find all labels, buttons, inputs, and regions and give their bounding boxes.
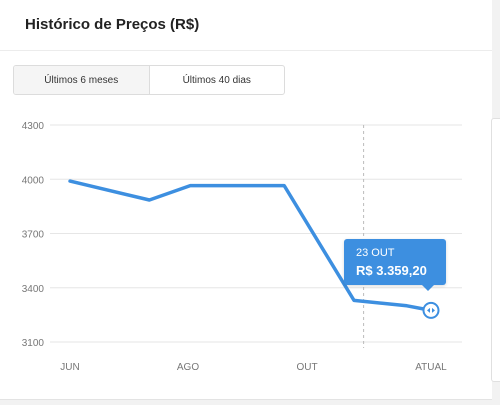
marker-arrows-icon	[427, 307, 435, 313]
tab-last-40-days[interactable]: Últimos 40 dias	[148, 66, 285, 94]
x-tick-label: JUN	[60, 362, 79, 373]
x-tick-label: OUT	[296, 362, 317, 373]
price-history-card: Histórico de Preços (R$) Últimos 6 meses…	[0, 0, 492, 400]
side-panel	[491, 118, 500, 382]
x-tick-label: AGO	[177, 362, 199, 373]
y-tick-label: 4000	[22, 175, 45, 186]
page-title: Histórico de Preços (R$)	[25, 16, 200, 33]
current-point-marker	[422, 301, 440, 319]
x-tick-label: ATUAL	[415, 362, 447, 373]
y-tick-label: 3400	[22, 284, 45, 295]
price-series-line	[68, 179, 433, 313]
y-tick-label: 3700	[22, 230, 45, 241]
y-tick-label: 4300	[22, 121, 45, 132]
y-tick-label: 3100	[22, 338, 45, 349]
price-chart: 3100 3400 3700 4000 4300 JUN AGO OUT ATUAL	[22, 121, 462, 373]
tooltip-date: 23 OUT	[356, 247, 395, 259]
price-tooltip: 23 OUT R$ 3.359,20	[344, 239, 446, 291]
tab-last-6-months[interactable]: Últimos 6 meses	[14, 66, 149, 94]
card-header: Histórico de Preços (R$)	[0, 0, 492, 51]
period-tabs: Últimos 6 meses Últimos 40 dias	[13, 65, 285, 95]
tooltip-value: R$ 3.359,20	[356, 263, 427, 278]
